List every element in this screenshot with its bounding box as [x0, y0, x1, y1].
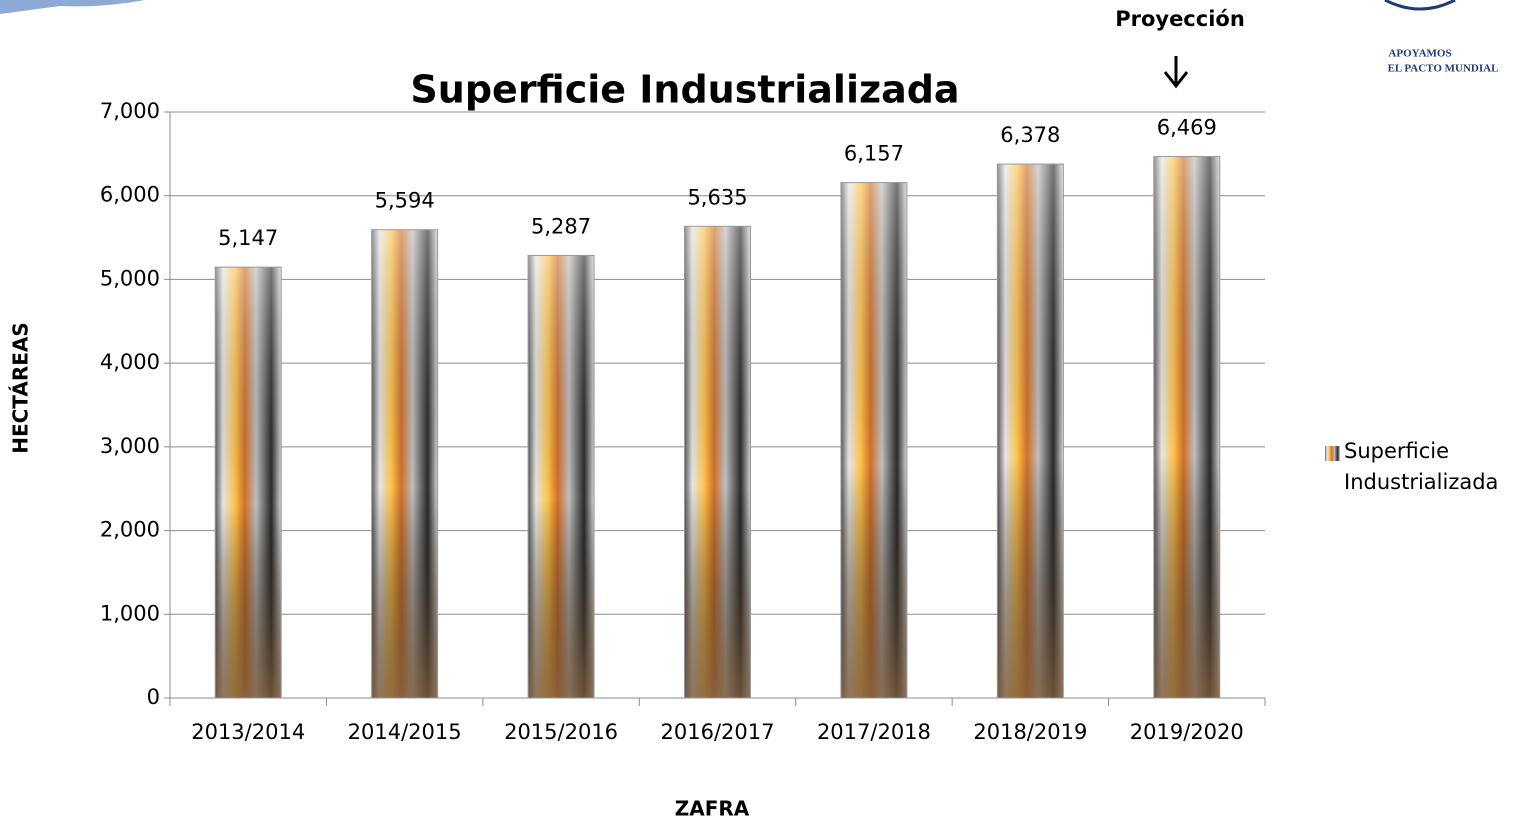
y-tick-label: 3,000 — [100, 434, 160, 458]
x-tick-label: 2015/2016 — [504, 720, 618, 744]
logo-decoration — [0, 0, 145, 14]
bar-shade — [997, 164, 1063, 698]
bar-shade — [215, 267, 281, 698]
x-tick-label: 2016/2017 — [661, 720, 775, 744]
x-tick-label: 2019/2020 — [1130, 720, 1244, 744]
x-tick-label: 2013/2014 — [191, 720, 305, 744]
logo-text: APOYAMOS — [1388, 48, 1451, 60]
y-tick-label: 6,000 — [100, 183, 160, 207]
y-tick-label: 2,000 — [100, 518, 160, 542]
chart: APOYAMOS EL PACTO MUNDIAL Proyección Sup… — [0, 0, 1520, 825]
y-tick-label: 7,000 — [100, 99, 160, 123]
annotation-arrow — [1165, 56, 1187, 86]
y-tick-label: 4,000 — [100, 350, 160, 374]
logo-emblem — [1385, 0, 1455, 9]
annotation: Proyección — [1115, 7, 1245, 31]
x-tick-label: 2017/2018 — [817, 720, 931, 744]
value-label: 6,469 — [1157, 115, 1217, 139]
y-tick-label: 1,000 — [100, 601, 160, 625]
bar-shade — [685, 226, 751, 698]
bar-shade — [372, 230, 438, 698]
value-label: 5,287 — [531, 214, 591, 238]
logo-text: EL PACTO MUNDIAL — [1388, 63, 1499, 75]
x-axis-label: ZAFRA — [675, 797, 750, 821]
legend-label: Superficie Industrializada — [1344, 436, 1519, 498]
x-tick-label: 2018/2019 — [973, 720, 1087, 744]
bar-shade — [841, 183, 907, 698]
y-tick-label: 0 — [147, 685, 160, 709]
bar-shade — [528, 255, 594, 698]
y-tick-label: 5,000 — [100, 266, 160, 290]
legend-swatch — [1325, 446, 1340, 461]
value-label: 6,378 — [1000, 123, 1060, 147]
value-label: 5,594 — [375, 189, 435, 213]
value-label: 5,147 — [218, 226, 278, 250]
x-tick-label: 2014/2015 — [348, 720, 462, 744]
value-label: 6,157 — [844, 142, 904, 166]
legend: Superficie Industrializada — [1344, 436, 1519, 506]
bar-shade — [1154, 156, 1220, 698]
value-label: 5,635 — [687, 185, 747, 209]
chart-title: Superficie Industrializada — [410, 68, 959, 112]
y-axis-label: HECTÁREAS — [9, 322, 33, 454]
